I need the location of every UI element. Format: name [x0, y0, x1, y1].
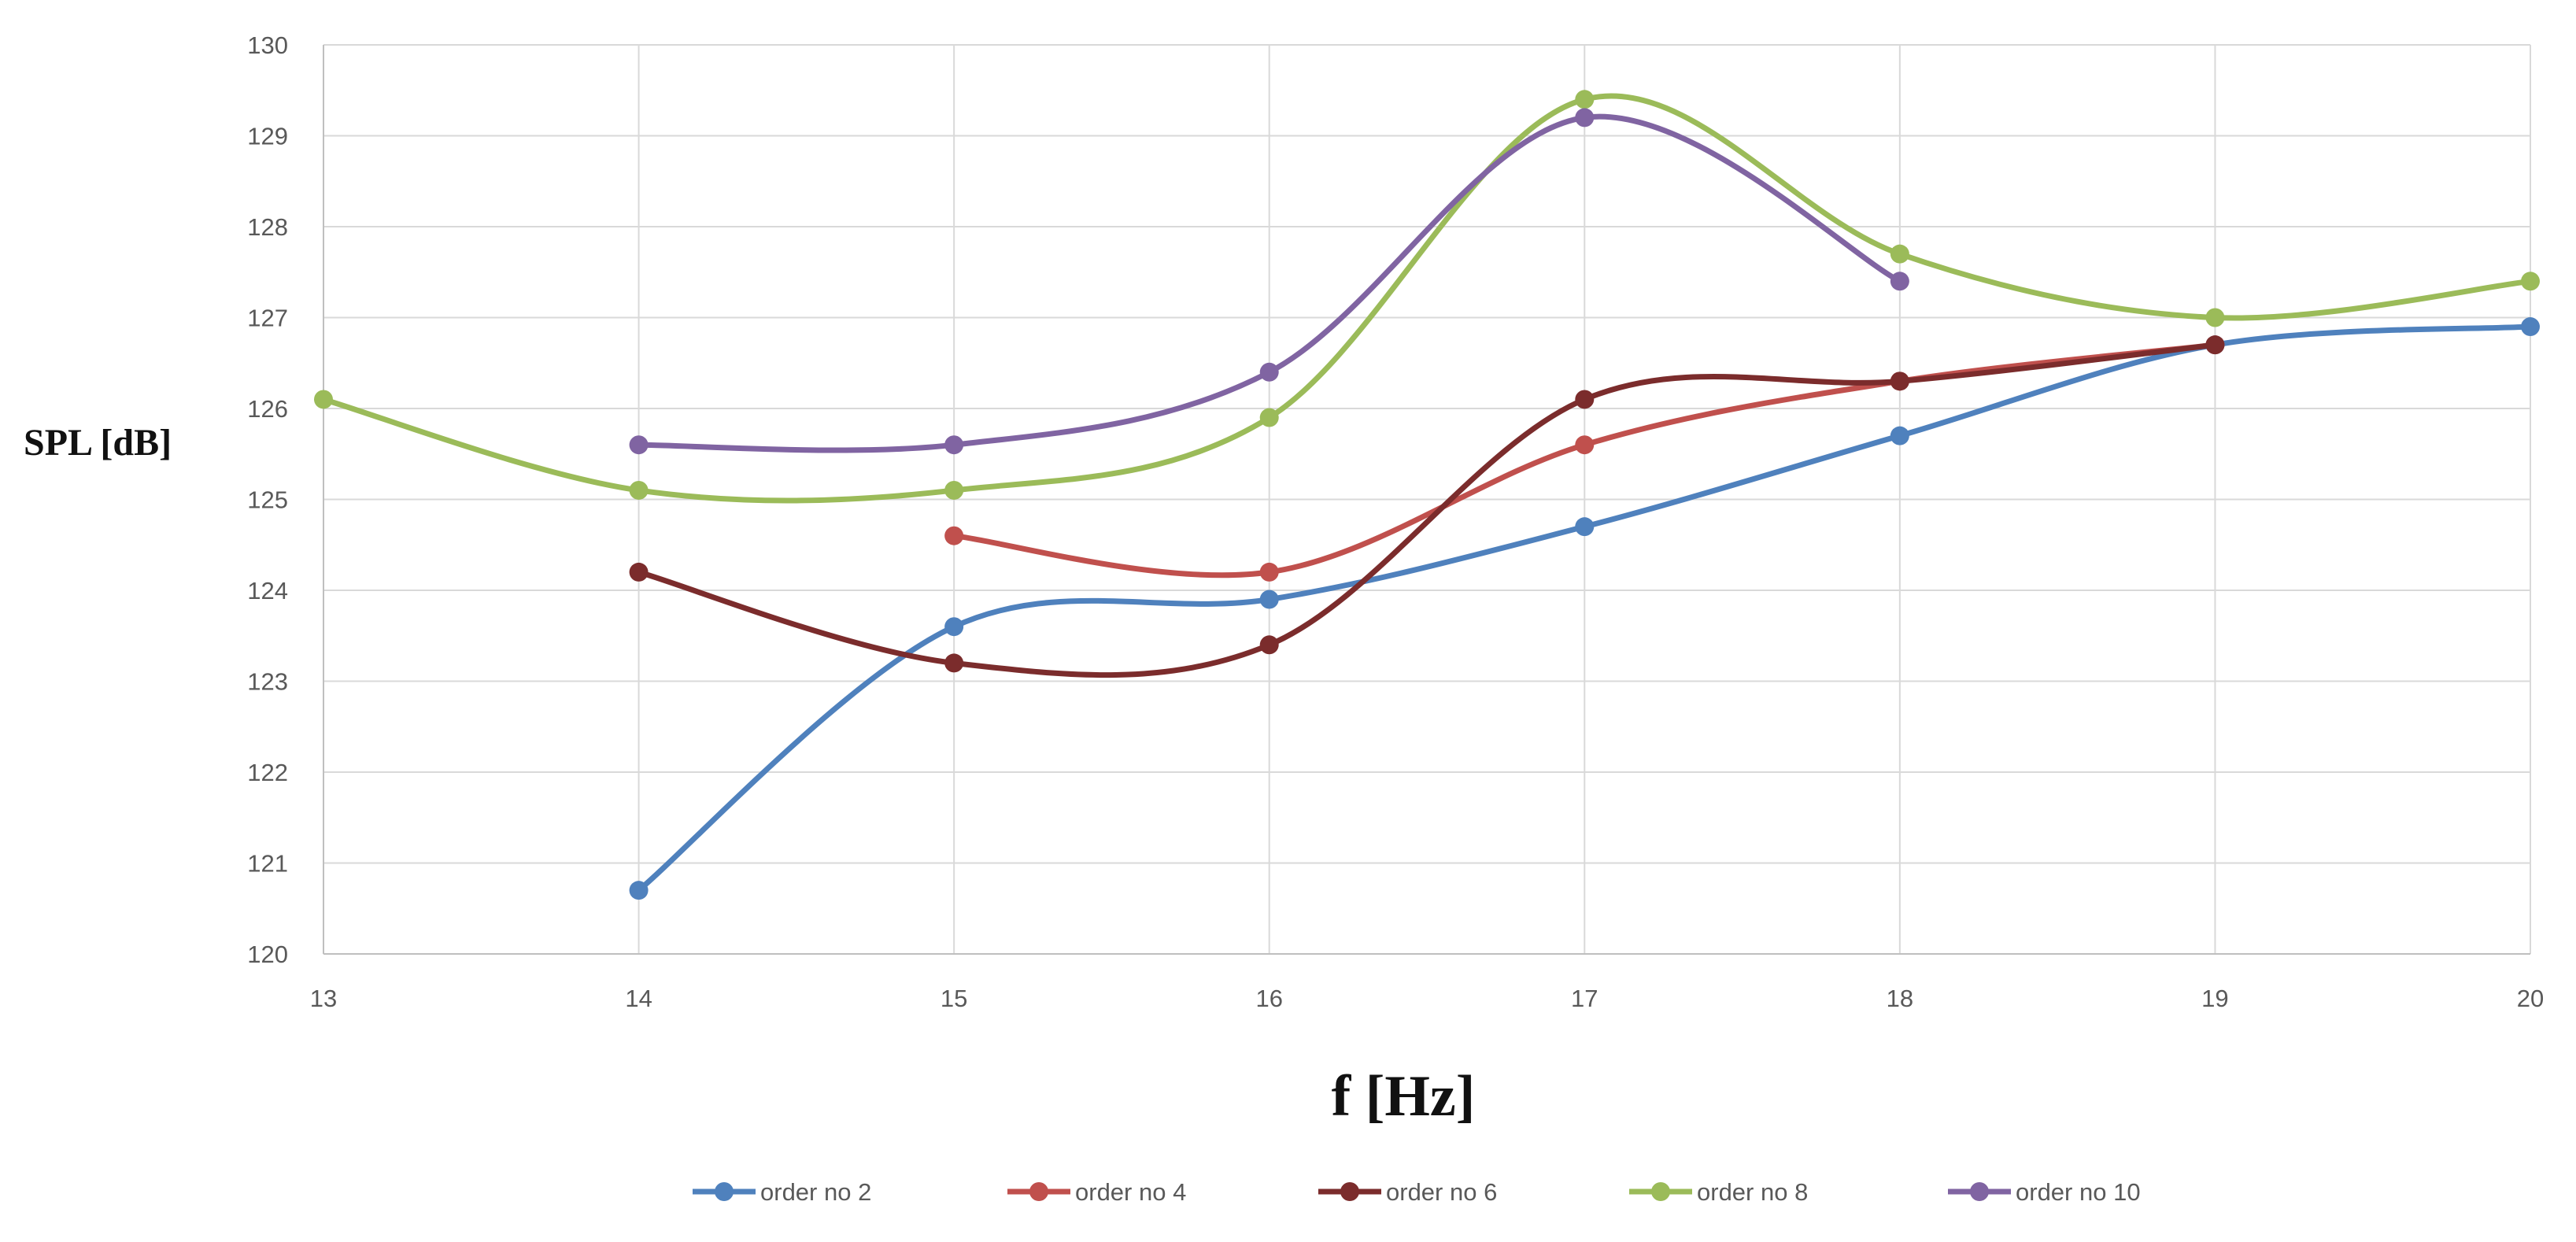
data-point	[2521, 317, 2540, 337]
y-tick-label: 128	[247, 213, 288, 241]
legend-label: order no 8	[1697, 1178, 1808, 1206]
data-point	[314, 390, 333, 409]
data-point	[1259, 408, 1279, 427]
axes: 120 121 122 123 124 125 126 127 128 129 130 13 14 15 1…	[24, 31, 2544, 1129]
data-point	[1890, 272, 1909, 291]
data-point	[944, 435, 964, 455]
x-tick-label: 20	[2517, 985, 2544, 1012]
data-point	[1259, 362, 1279, 382]
data-point	[944, 617, 964, 637]
legend-item: order no 4	[1007, 1178, 1186, 1206]
x-tick-label: 16	[1255, 985, 1282, 1012]
series-line	[636, 342, 2218, 678]
series-order-no-8	[314, 90, 2540, 504]
legend-item: order no 8	[1629, 1178, 1808, 1206]
legend-label: order no 2	[760, 1178, 871, 1206]
data-point	[2205, 335, 2225, 355]
grid	[323, 44, 2531, 955]
y-tick-label: 126	[247, 395, 288, 423]
x-tick-label: 15	[941, 985, 967, 1012]
data-point	[1259, 562, 1279, 582]
x-tick-label: 18	[1887, 985, 1913, 1012]
data-point	[1259, 590, 1279, 609]
x-tick-label: 13	[310, 985, 337, 1012]
x-tick-label: 17	[1571, 985, 1598, 1012]
legend-swatch-marker	[1970, 1182, 1989, 1201]
legend-swatch-marker	[1651, 1182, 1670, 1201]
data-point	[1575, 108, 1595, 128]
series-group	[314, 90, 2540, 900]
legend-item: order no 6	[1318, 1178, 1497, 1206]
data-point	[1575, 90, 1595, 109]
data-point	[1575, 517, 1595, 537]
data-point	[2205, 308, 2225, 327]
legend-swatch-marker	[1029, 1182, 1048, 1201]
x-tick-label: 19	[2201, 985, 2228, 1012]
y-tick-label: 120	[247, 941, 288, 968]
y-tick-label: 121	[247, 850, 288, 878]
y-tick-label: 129	[247, 123, 288, 150]
data-point	[1259, 635, 1279, 655]
legend-label: order no 10	[2016, 1178, 2141, 1206]
y-tick-label: 124	[247, 577, 288, 604]
y-tick-label: 122	[247, 759, 288, 786]
series-line	[636, 113, 1903, 453]
data-point	[1890, 371, 1909, 391]
data-point	[1575, 390, 1595, 409]
legend-item: order no 10	[1948, 1178, 2141, 1206]
legend-label: order no 4	[1075, 1178, 1186, 1206]
y-tick-label: 125	[247, 486, 288, 514]
series-order-no-6	[629, 335, 2225, 678]
data-point	[944, 480, 964, 500]
data-point	[1890, 426, 1909, 445]
legend-swatch-marker	[1340, 1182, 1359, 1201]
legend-swatch-marker	[715, 1182, 734, 1201]
legend-label: order no 6	[1386, 1178, 1497, 1206]
data-point	[1890, 244, 1909, 264]
x-tick-label: 14	[625, 985, 652, 1012]
y-axis-title: SPL [dB]	[24, 422, 172, 464]
series-order-no-10	[629, 108, 1909, 455]
data-point	[944, 653, 964, 673]
series-line	[320, 93, 2533, 504]
data-point	[629, 881, 649, 900]
data-point	[629, 562, 649, 582]
legend: order no 2 order no 4 order no 6 order no 8…	[693, 1178, 2141, 1206]
data-point	[1575, 435, 1595, 455]
data-point	[629, 435, 649, 455]
data-point	[944, 526, 964, 545]
data-point	[629, 480, 649, 500]
y-tick-label: 127	[247, 305, 288, 332]
legend-item: order no 2	[693, 1178, 871, 1206]
x-axis-title: f [Hz]	[1332, 1064, 1476, 1129]
data-point	[2521, 272, 2540, 291]
y-tick-label: 130	[247, 31, 288, 59]
y-tick-label: 123	[247, 668, 288, 696]
